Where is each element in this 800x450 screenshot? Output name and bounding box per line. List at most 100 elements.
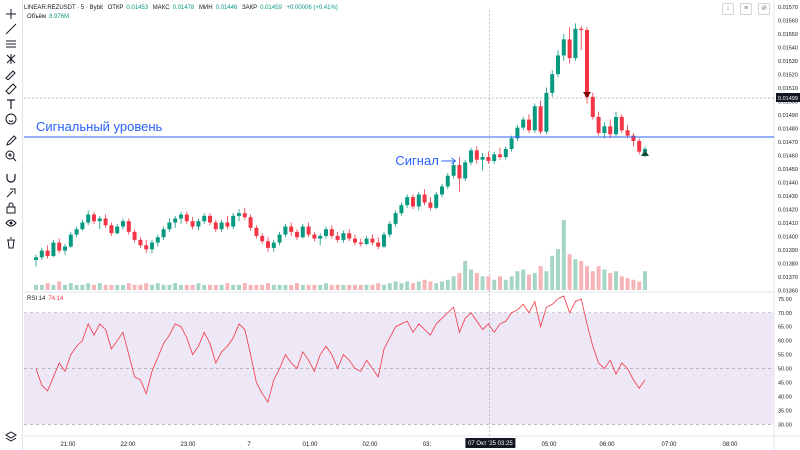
candle-body[interactable] — [503, 149, 508, 158]
candle-body[interactable] — [306, 226, 311, 235]
candle-body[interactable] — [138, 239, 143, 246]
candle-body[interactable] — [393, 213, 398, 224]
trash-tool-button[interactable] — [3, 236, 19, 250]
candle-body[interactable] — [463, 162, 468, 179]
candle-body[interactable] — [538, 106, 543, 132]
candle-body[interactable] — [74, 229, 79, 235]
candle-body[interactable] — [532, 106, 537, 131]
candle-body[interactable] — [567, 39, 572, 59]
candle-body[interactable] — [457, 165, 462, 179]
candle-body[interactable] — [248, 217, 253, 228]
candle-body[interactable] — [498, 154, 502, 158]
candle-body[interactable] — [115, 226, 120, 234]
ruler-tool-button[interactable] — [3, 82, 19, 96]
candle-body[interactable] — [196, 221, 201, 227]
candle-body[interactable] — [382, 234, 386, 247]
candle-body[interactable] — [590, 96, 595, 117]
candle-body[interactable] — [335, 235, 340, 240]
candle-body[interactable] — [219, 222, 224, 230]
candle-body[interactable] — [289, 226, 294, 232]
candle-body[interactable] — [34, 257, 38, 260]
candle-body[interactable] — [277, 234, 282, 243]
candle-body[interactable] — [167, 222, 172, 230]
candle-body[interactable] — [202, 215, 207, 222]
candle-body[interactable] — [208, 215, 212, 223]
text-tool-button[interactable] — [3, 97, 19, 111]
candle-body[interactable] — [173, 218, 178, 223]
candle-body[interactable] — [68, 234, 73, 247]
candle-body[interactable] — [376, 242, 381, 247]
candle-body[interactable] — [254, 227, 259, 236]
candle-body[interactable] — [625, 130, 630, 136]
magnet-tool-button[interactable] — [3, 171, 19, 185]
candle-body[interactable] — [556, 55, 560, 75]
candle-body[interactable] — [39, 250, 44, 258]
brush-tool-button[interactable] — [3, 67, 19, 81]
candle-body[interactable] — [150, 242, 154, 250]
candle-body[interactable] — [561, 39, 566, 56]
candle-body[interactable] — [184, 214, 189, 222]
lock-tool-button[interactable] — [3, 201, 19, 215]
candle-body[interactable] — [126, 221, 131, 232]
candle-body[interactable] — [469, 150, 473, 163]
candle-body[interactable] — [45, 250, 50, 256]
candle-body[interactable] — [451, 165, 456, 176]
trend-line-tool-button[interactable] — [3, 22, 19, 36]
candle-body[interactable] — [411, 197, 415, 207]
candle-body[interactable] — [121, 221, 125, 227]
candle-body[interactable] — [596, 116, 601, 133]
hide-pane-button[interactable]: ⊘ — [758, 3, 770, 15]
candle-body[interactable] — [324, 229, 328, 236]
candle-body[interactable] — [492, 154, 497, 162]
candle-body[interactable] — [260, 235, 265, 242]
candle-body[interactable] — [422, 194, 427, 203]
candle-body[interactable] — [283, 226, 288, 235]
candle-body[interactable] — [266, 241, 270, 248]
candle-body[interactable] — [405, 197, 410, 206]
candle-body[interactable] — [161, 229, 166, 238]
candle-body[interactable] — [445, 175, 450, 187]
move-down-button[interactable]: ↓ — [722, 3, 734, 15]
candle-body[interactable] — [428, 202, 433, 208]
candle-body[interactable] — [637, 140, 642, 152]
candle-body[interactable] — [231, 215, 236, 227]
candle-body[interactable] — [318, 235, 323, 239]
candle-body[interactable] — [103, 218, 108, 226]
emoji-tool-button[interactable] — [3, 112, 19, 126]
candle-body[interactable] — [63, 246, 67, 251]
candle-body[interactable] — [144, 245, 149, 250]
candle-body[interactable] — [602, 126, 607, 133]
candle-body[interactable] — [80, 222, 85, 230]
candle-body[interactable] — [387, 223, 392, 235]
candle-body[interactable] — [515, 127, 520, 139]
candle-body[interactable] — [347, 233, 352, 239]
candle-body[interactable] — [179, 214, 183, 219]
fork-tool-button[interactable] — [3, 52, 19, 66]
candle-body[interactable] — [521, 119, 526, 128]
candle-body[interactable] — [51, 242, 56, 256]
candle-body[interactable] — [92, 214, 96, 222]
candle-body[interactable] — [608, 126, 613, 135]
candle-body[interactable] — [57, 242, 62, 251]
candle-body[interactable] — [619, 116, 624, 131]
crosshair-tool-button[interactable] — [3, 7, 19, 21]
pane-menu-button[interactable]: ≡ — [740, 3, 752, 15]
candle-body[interactable] — [312, 234, 317, 239]
candle-body[interactable] — [486, 157, 491, 162]
candle-body[interactable] — [97, 218, 102, 222]
candle-body[interactable] — [341, 233, 346, 240]
candle-body[interactable] — [544, 92, 549, 132]
candle-body[interactable] — [509, 138, 514, 150]
candle-body[interactable] — [329, 229, 334, 236]
candle-body[interactable] — [237, 213, 241, 216]
candle-body[interactable] — [86, 214, 91, 223]
candle-body[interactable] — [155, 237, 160, 243]
pencil-tool-button[interactable] — [3, 134, 19, 148]
candle-body[interactable] — [550, 74, 555, 93]
candle-body[interactable] — [213, 222, 218, 230]
candle-body[interactable] — [225, 222, 230, 227]
candle-body[interactable] — [109, 225, 114, 234]
zoom-in-tool-button[interactable] — [3, 149, 19, 163]
candle-body[interactable] — [573, 28, 578, 59]
